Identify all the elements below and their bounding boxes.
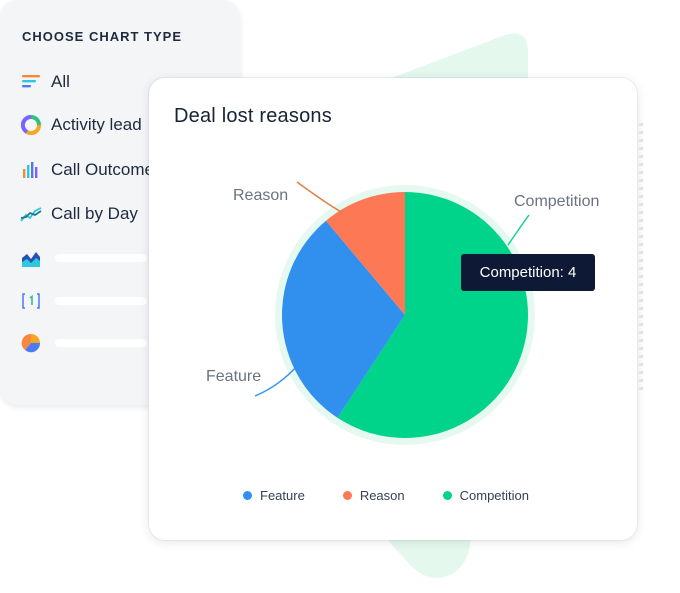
chart-type-label: Activity lead <box>51 115 142 134</box>
competition-leader-line <box>507 214 530 246</box>
legend-item-feature[interactable]: Feature <box>243 488 305 503</box>
chart-type-call-by-day[interactable]: Call by Day <box>20 202 138 226</box>
legend-item-competition[interactable]: Competition <box>442 488 529 503</box>
pie-chart-icon <box>20 332 42 354</box>
slice-label-feature: Feature <box>206 368 261 385</box>
pie-slice-reason[interactable] <box>325 192 405 315</box>
feature-leader-line <box>254 365 298 397</box>
legend-swatch <box>243 491 252 500</box>
reason-leader-line <box>296 181 344 214</box>
chart-type-pie[interactable] <box>20 331 42 355</box>
chart-type-label: Call by Day <box>51 204 138 223</box>
chart-type-area[interactable] <box>20 247 42 271</box>
chart-title: Deal lost reasons <box>174 105 332 127</box>
chart-type-number[interactable] <box>20 289 42 313</box>
legend-swatch <box>442 491 452 500</box>
chart-legend: Feature Reason Competition <box>243 488 567 503</box>
area-chart-icon <box>20 248 42 270</box>
legend-label: Reason <box>359 488 405 503</box>
slice-label-reason: Reason <box>233 187 288 204</box>
placeholder-bar <box>55 254 147 262</box>
placeholder-bar <box>55 297 147 305</box>
decorative-dashes <box>639 123 643 393</box>
legend-swatch <box>342 491 352 500</box>
slice-label-competition: Competition <box>514 193 599 210</box>
chart-type-label: Call Outcome <box>51 160 154 179</box>
placeholder-bar <box>55 339 147 347</box>
line-chart-icon <box>20 203 42 225</box>
chart-type-call-outcome[interactable]: Call Outcome <box>20 158 154 182</box>
chart-type-activity-lead[interactable]: Activity lead <box>20 113 142 137</box>
pie-slice-competition[interactable] <box>337 192 528 439</box>
legend-item-reason[interactable]: Reason <box>342 488 405 503</box>
number-card-icon <box>20 290 42 312</box>
filter-lines-icon <box>20 71 42 93</box>
bar-chart-icon <box>20 159 42 181</box>
panel-title: CHOOSE CHART TYPE <box>22 29 183 44</box>
legend-label: Competition <box>459 488 529 503</box>
deal-lost-reasons-card: Deal lost reasons Reason Feature Competi… <box>149 78 643 540</box>
pie-chart: Reason Feature Competition <box>206 181 599 445</box>
legend-label: Feature <box>260 488 305 503</box>
slice-tooltip: Competition: 4 <box>461 254 595 291</box>
pie-slice-feature[interactable] <box>281 220 405 418</box>
chart-type-label: All <box>51 72 70 91</box>
donut-chart-icon <box>20 114 42 136</box>
chart-type-all[interactable]: All <box>20 70 70 94</box>
